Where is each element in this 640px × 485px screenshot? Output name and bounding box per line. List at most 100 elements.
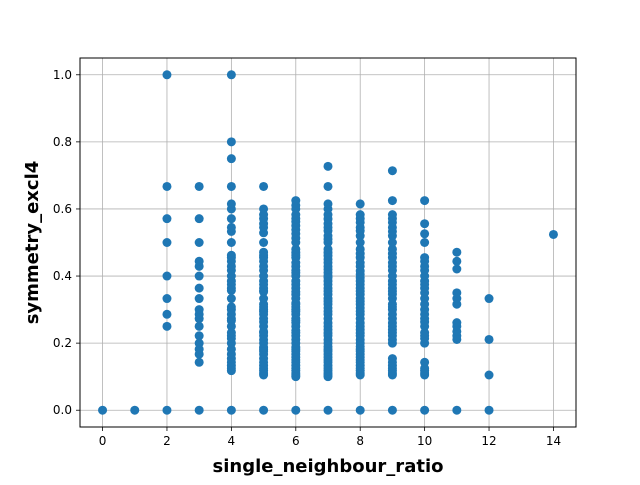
data-point xyxy=(194,338,204,348)
data-point xyxy=(194,238,204,247)
data-point xyxy=(259,204,269,214)
data-point xyxy=(355,244,365,254)
data-point xyxy=(291,196,301,206)
data-point xyxy=(162,271,172,281)
data-point xyxy=(162,309,172,319)
data-point xyxy=(259,405,269,415)
data-points xyxy=(98,70,558,415)
data-point xyxy=(98,405,108,415)
data-point xyxy=(452,405,462,415)
data-point xyxy=(194,405,204,415)
x-tick-label: 4 xyxy=(228,434,236,448)
data-point xyxy=(259,238,269,247)
data-point xyxy=(323,244,333,254)
data-point xyxy=(194,283,204,293)
axis-ticks: 0 2 4 6 8 10 12 14 0.0 0.2 0.4 0.6 0.8 1.0 xyxy=(53,68,561,448)
x-tick-label: 6 xyxy=(292,434,300,448)
data-point xyxy=(226,214,236,224)
data-point xyxy=(226,70,236,80)
data-point xyxy=(420,405,430,415)
data-point xyxy=(420,219,430,229)
data-point xyxy=(484,334,494,344)
data-point xyxy=(259,181,269,191)
y-tick-label: 0.0 xyxy=(53,403,72,417)
data-point xyxy=(484,405,494,415)
data-point xyxy=(226,302,236,312)
data-point xyxy=(452,264,462,274)
data-point xyxy=(323,181,333,191)
data-point xyxy=(355,199,365,209)
data-point xyxy=(259,247,269,257)
data-point xyxy=(484,370,494,380)
x-tick-label: 12 xyxy=(481,434,496,448)
x-tick-label: 8 xyxy=(356,434,364,448)
data-point xyxy=(162,294,172,304)
data-point xyxy=(162,238,172,247)
data-point xyxy=(355,405,365,415)
data-point xyxy=(194,294,204,304)
data-point xyxy=(452,318,462,328)
data-point xyxy=(162,321,172,331)
data-point xyxy=(226,238,236,247)
data-point xyxy=(194,256,204,266)
data-point xyxy=(194,357,204,367)
y-axis-label: symmetry_excl4 xyxy=(22,161,43,325)
data-point xyxy=(387,244,397,254)
data-point xyxy=(194,181,204,191)
data-point xyxy=(226,328,236,338)
data-point xyxy=(259,294,269,304)
data-point xyxy=(291,405,301,415)
data-point xyxy=(226,222,236,232)
data-point xyxy=(194,214,204,224)
data-point xyxy=(226,294,236,304)
data-point xyxy=(452,256,462,266)
data-point xyxy=(194,321,204,331)
data-point xyxy=(130,405,140,415)
data-point xyxy=(323,405,333,415)
x-axis-label: single_neighbour_ratio xyxy=(213,456,444,477)
data-point xyxy=(387,405,397,415)
y-tick-label: 0.8 xyxy=(53,135,72,149)
data-point xyxy=(323,199,333,209)
data-point xyxy=(387,196,397,206)
data-point xyxy=(162,214,172,224)
data-point xyxy=(291,244,301,254)
data-point xyxy=(194,305,204,315)
data-point xyxy=(452,288,462,298)
data-point xyxy=(194,271,204,281)
data-point xyxy=(226,181,236,191)
x-tick-label: 2 xyxy=(163,434,171,448)
y-tick-label: 0.6 xyxy=(53,202,72,216)
data-point xyxy=(226,154,236,164)
x-tick-label: 14 xyxy=(546,434,561,448)
data-point xyxy=(162,70,172,80)
x-tick-label: 0 xyxy=(99,434,107,448)
x-tick-label: 10 xyxy=(417,434,432,448)
data-point xyxy=(387,238,397,247)
y-tick-label: 1.0 xyxy=(53,68,72,82)
data-point xyxy=(162,181,172,191)
data-point xyxy=(548,229,558,239)
data-point xyxy=(484,294,494,304)
data-point xyxy=(226,250,236,260)
data-point xyxy=(323,161,333,171)
data-point xyxy=(226,137,236,147)
data-point xyxy=(387,166,397,176)
data-point xyxy=(355,238,365,247)
data-point xyxy=(226,199,236,209)
plot-frame xyxy=(79,57,577,428)
data-point xyxy=(162,405,172,415)
data-point xyxy=(387,210,397,220)
data-point xyxy=(420,253,430,263)
data-point xyxy=(420,328,430,338)
data-point xyxy=(420,357,430,367)
y-tick-label: 0.2 xyxy=(53,336,72,350)
data-point xyxy=(194,331,204,341)
data-point xyxy=(226,405,236,415)
data-point xyxy=(420,196,430,206)
data-point xyxy=(452,247,462,257)
y-tick-label: 0.4 xyxy=(53,269,72,283)
data-point xyxy=(387,354,397,364)
